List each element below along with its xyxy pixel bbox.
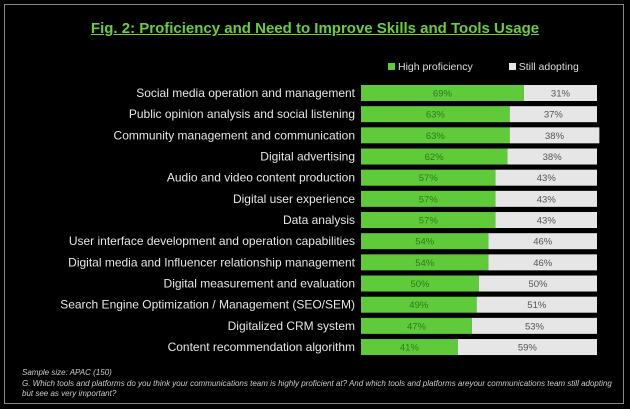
chart-title: Fig. 2: Proficiency and Need to Improve …	[90, 20, 540, 37]
category-label: Public opinion analysis and social liste…	[129, 107, 355, 121]
category-label: Digital media and Influencer relationshi…	[68, 255, 356, 269]
bar-still-adopting	[488, 233, 597, 250]
data-label: 53%	[525, 321, 545, 332]
data-label: 57%	[419, 194, 439, 205]
bar-still-adopting	[457, 339, 597, 356]
data-label: 59%	[518, 343, 538, 354]
chart-frame	[4, 4, 624, 404]
bar-high-proficiency	[361, 275, 479, 292]
category-label: Digitalized CRM system	[228, 319, 355, 333]
bar-high-proficiency	[361, 148, 508, 165]
category-label: Content recommendation algorithm	[168, 340, 355, 354]
data-label: 54%	[415, 258, 435, 269]
bar-high-proficiency	[361, 106, 510, 123]
data-label: 49%	[409, 300, 429, 311]
sample-size-note: Sample size: APAC (150)	[22, 368, 112, 377]
bar-still-adopting	[479, 275, 597, 292]
bar-high-proficiency	[361, 296, 477, 313]
bar-high-proficiency	[361, 233, 489, 250]
data-label: 63%	[426, 110, 446, 121]
category-label: Data analysis	[283, 213, 355, 227]
bar-still-adopting	[509, 127, 600, 144]
category-label: Search Engine Optimization / Management …	[60, 298, 355, 312]
data-label: 43%	[537, 173, 557, 184]
category-label: Digital measurement and evaluation	[164, 277, 355, 291]
bar-still-adopting	[476, 296, 597, 313]
legend-label: High proficiency	[398, 61, 473, 73]
data-label: 38%	[543, 152, 563, 163]
bar-still-adopting	[523, 85, 597, 101]
legend-item-still: Still adopting	[508, 61, 579, 73]
data-label: 50%	[410, 279, 430, 290]
data-label: 54%	[415, 237, 435, 248]
legend-swatch	[508, 63, 516, 70]
data-label: 46%	[533, 237, 553, 248]
category-label: Digital user experience	[233, 192, 355, 206]
bar-still-adopting	[509, 106, 597, 123]
bar-still-adopting	[507, 148, 597, 165]
category-label: User interface development and operation…	[69, 234, 355, 248]
data-label: 43%	[537, 216, 557, 227]
bar-high-proficiency	[361, 317, 472, 334]
category-label: Community management and communication	[114, 128, 355, 142]
data-label: 46%	[533, 258, 553, 269]
category-label: Digital advertising	[260, 150, 355, 164]
data-label: 41%	[400, 343, 420, 354]
bar-high-proficiency	[361, 190, 496, 207]
data-label: 63%	[426, 131, 446, 142]
bar-high-proficiency	[361, 169, 496, 186]
data-label: 31%	[551, 89, 571, 100]
category-label: Audio and video content production	[167, 171, 355, 185]
data-label: 47%	[407, 321, 427, 332]
bar-still-adopting	[488, 254, 597, 271]
data-label: 57%	[419, 216, 439, 227]
data-label: 43%	[537, 194, 557, 205]
legend-swatch	[388, 63, 395, 70]
bar-still-adopting	[495, 212, 597, 229]
bar-still-adopting	[495, 169, 597, 186]
data-label: 51%	[527, 300, 547, 311]
data-label: 50%	[528, 279, 548, 290]
legend-item-high: High proficiency	[388, 61, 473, 73]
bar-still-adopting	[471, 317, 597, 334]
data-label: 38%	[545, 131, 565, 142]
data-label: 37%	[544, 110, 564, 121]
question-note: G. Which tools and platforms do you thin…	[22, 378, 612, 399]
legend: High proficiency Still adopting	[388, 61, 579, 73]
bar-still-adopting	[495, 190, 597, 207]
legend-label: Still adopting	[518, 61, 579, 73]
footnotes: Sample size: APAC (150) G. Which tools a…	[22, 368, 612, 400]
bar-high-proficiency	[361, 339, 458, 356]
data-label: 57%	[419, 173, 439, 184]
data-label: 62%	[425, 152, 445, 163]
data-label: 69%	[433, 89, 453, 100]
bar-high-proficiency	[361, 212, 496, 229]
bar-high-proficiency	[361, 254, 489, 271]
bar-high-proficiency	[361, 85, 524, 101]
category-label: Social media operation and management	[136, 86, 355, 100]
bar-high-proficiency	[361, 127, 510, 144]
